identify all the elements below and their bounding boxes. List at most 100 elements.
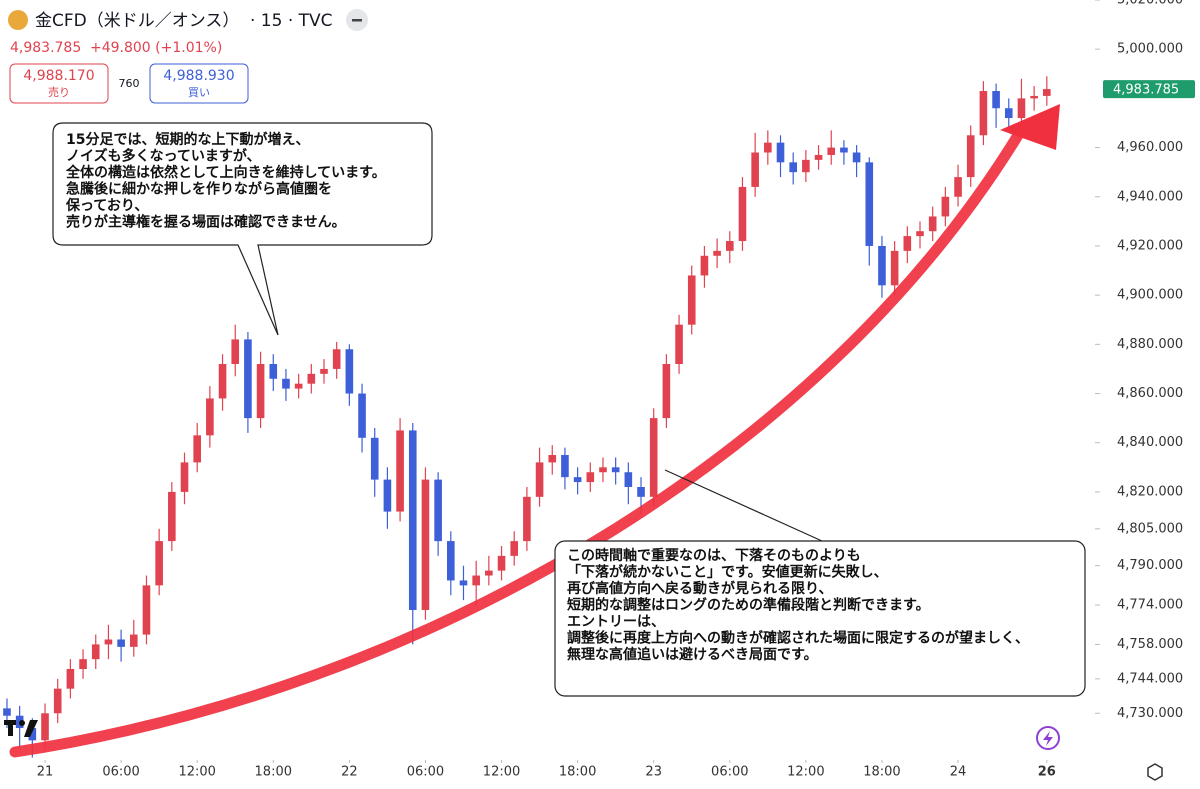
x-tick-label: 22 — [341, 765, 358, 780]
header-change: +49.800 (+1.01%) — [90, 40, 222, 56]
annotation-line: 短期的な調整はロングのための準備段階と判断できます。 — [567, 597, 930, 614]
annotation-box — [52, 122, 433, 336]
candle-body — [447, 541, 455, 581]
buy-price: 4,988.930 — [163, 68, 234, 84]
y-tick-label: 5,020.000 — [1117, 0, 1183, 8]
candle-body — [573, 477, 582, 483]
candle-body — [218, 364, 227, 399]
candle-body — [421, 479, 430, 610]
candle-body — [675, 324, 683, 365]
lightning-button[interactable] — [1036, 726, 1060, 750]
candle-body — [408, 430, 417, 610]
candle-body — [307, 373, 316, 384]
candle-body — [941, 196, 950, 217]
y-tick-label: 4,940.000 — [1117, 189, 1183, 204]
annotation-line: この時間軸で重要なのは、下落そのものよりも — [567, 547, 861, 564]
candle-body — [497, 555, 506, 571]
candle-body — [168, 491, 176, 542]
candle-body — [776, 142, 785, 163]
candle-body — [802, 159, 810, 173]
candles — [3, 76, 1051, 758]
candle-body — [713, 250, 721, 256]
candle-body — [3, 708, 11, 716]
candle-body — [244, 339, 252, 419]
candle-body — [155, 541, 163, 586]
x-tick-label: 18:00 — [559, 765, 596, 780]
candle-body — [865, 162, 874, 246]
candle-body — [459, 580, 468, 586]
y-tick-label: 4,820.000 — [1117, 484, 1183, 499]
candle-body — [662, 364, 671, 419]
candle-body — [992, 91, 1000, 109]
candle-body — [687, 275, 696, 325]
buy-button[interactable] — [149, 63, 249, 104]
candle-body — [79, 659, 87, 669]
sell-label: 売り — [48, 86, 70, 99]
candle-body — [485, 570, 493, 576]
symbol-meta: · 15 · TVC — [250, 11, 333, 31]
sell-price: 4,988.170 — [23, 68, 94, 84]
axes: 5,020.000 5,000.000 4,960.000 4,940.000 4,92… — [37, 0, 1195, 780]
collapse-icon — [352, 19, 362, 22]
symbol-name: 金CFD（米ドル／オンス） — [35, 11, 239, 31]
annotation-line: 「下落が続かないこと」です。安値更新に失敗し、 — [567, 564, 888, 581]
candle-body — [383, 479, 392, 512]
annotation-leader — [664, 469, 823, 542]
candle-body — [764, 142, 772, 153]
candle-body — [878, 245, 886, 286]
y-tick-label: 4,730.000 — [1117, 706, 1183, 721]
candle-body — [751, 152, 759, 187]
candle-body — [472, 575, 480, 586]
candle-body — [129, 634, 138, 647]
annotation-line: 急騰後に細かな押しを作りながら高値圏を — [66, 181, 332, 198]
candle-body — [142, 585, 151, 635]
candle-body — [827, 147, 836, 155]
candle-body — [180, 462, 189, 492]
candle-body — [561, 455, 569, 478]
x-tick-label: 23 — [645, 765, 662, 780]
candle-body — [320, 368, 328, 374]
last-price-badge — [1103, 80, 1195, 99]
y-tick-label: 4,790.000 — [1117, 558, 1183, 573]
candle-body — [434, 479, 442, 542]
x-tick-label: 06:00 — [102, 765, 139, 780]
candle-body — [41, 713, 49, 741]
header-price: 4,983.785 — [10, 40, 81, 56]
candle-body — [535, 462, 544, 497]
candle-body — [396, 430, 404, 512]
x-tick-label: 18:00 — [863, 765, 900, 780]
candle-body — [916, 231, 924, 237]
candle-body — [510, 541, 519, 556]
annotation-line: 保っており、 — [65, 197, 148, 214]
candle-body — [66, 668, 75, 689]
last-price-label: 4,983.785 — [1113, 83, 1179, 98]
candle-body — [193, 435, 201, 463]
x-tick-label: 18:00 — [255, 765, 292, 780]
candle-body — [649, 418, 658, 497]
candle-body — [1017, 98, 1026, 119]
candle-body — [700, 255, 709, 276]
annotation-line: 再び高値方向へ戻る動きが見られる限り、 — [567, 580, 832, 597]
candle-body — [1030, 95, 1038, 99]
y-tick-label: 4,920.000 — [1117, 238, 1183, 253]
candle-body — [1043, 89, 1051, 96]
candle-body — [928, 216, 937, 232]
lightning-icon — [1043, 731, 1053, 746]
candle-body — [53, 688, 62, 714]
candle-body — [1004, 108, 1013, 119]
y-tick-label: 4,744.000 — [1117, 671, 1183, 686]
candle-body — [966, 135, 975, 178]
annotation-line: 調整後に再度上方向への動きが確認された場面に限定するのが望ましく、 — [567, 630, 1029, 647]
candle-body — [852, 152, 861, 163]
annotation-line: エントリーは、 — [567, 614, 665, 630]
candle-body — [979, 91, 988, 136]
sell-button[interactable] — [9, 63, 109, 104]
candle-body — [28, 728, 37, 741]
annotation-line: 全体の構造は依然として上向きを維持しています。 — [65, 164, 386, 181]
settings-button[interactable] — [1147, 763, 1163, 781]
candle-body — [91, 644, 100, 660]
candle-body — [738, 186, 747, 242]
candle-body — [890, 250, 899, 286]
x-tick-label: 12:00 — [787, 765, 824, 780]
x-tick-label: 24 — [950, 765, 967, 780]
